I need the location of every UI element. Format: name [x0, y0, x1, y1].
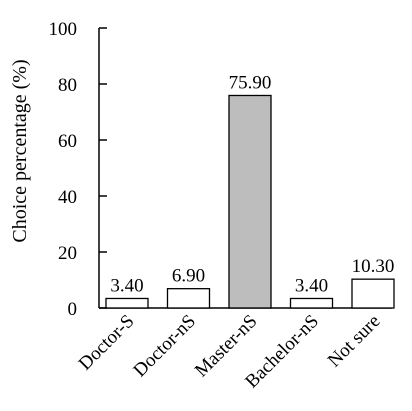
data-label: 6.90 [172, 266, 205, 287]
bar [351, 278, 395, 309]
data-label: 10.30 [352, 256, 395, 277]
data-label: 3.40 [110, 275, 143, 296]
y-tick-label: 0 [68, 299, 78, 320]
data-label: 75.90 [229, 72, 272, 93]
axes: 0 20 40 60 80 100 [49, 19, 392, 320]
bars [105, 94, 395, 309]
y-tick-label: 100 [49, 19, 78, 40]
y-tick-label: 40 [58, 187, 77, 208]
y-tick-label: 80 [58, 75, 77, 96]
bar [105, 297, 149, 309]
y-axis-title: Choice percentage (%) [9, 59, 31, 242]
bar [289, 297, 334, 309]
data-label: 3.40 [295, 275, 328, 296]
category-label: Not sure [324, 311, 385, 372]
bar [228, 94, 272, 309]
y-tick-label: 60 [58, 131, 77, 152]
y-tick-label: 20 [58, 243, 77, 264]
category-label: Doctor-nS [129, 311, 200, 382]
bar [166, 288, 211, 309]
category-label: Doctor-S [75, 311, 139, 375]
